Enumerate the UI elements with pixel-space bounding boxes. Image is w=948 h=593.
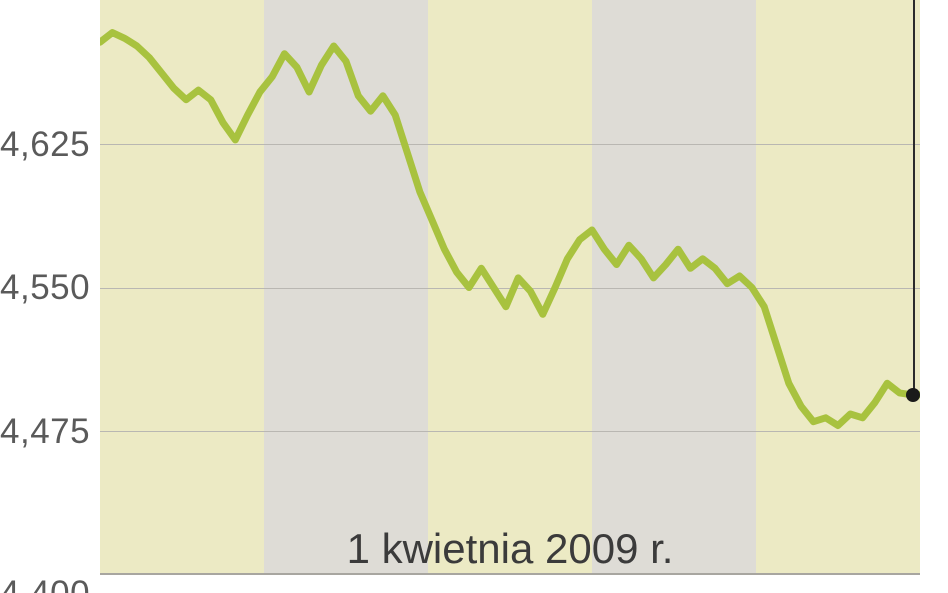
plot-area: 1 kwietnia 2009 r. [100, 0, 920, 575]
y-tick-label: 4,550 [0, 268, 95, 308]
data-series [100, 0, 920, 575]
marker-dot-icon [906, 388, 920, 402]
x-axis-label: 1 kwietnia 2009 r. [347, 525, 674, 573]
y-axis-labels: 4,625 4,550 4,475 4,400 [0, 0, 100, 593]
marker-vertical-line [913, 0, 915, 395]
y-tick-label: 4,475 [0, 412, 95, 452]
y-tick-label: 4,625 [0, 125, 95, 165]
line-chart: 4,625 4,550 4,475 4,400 1 kwietnia 2009 … [0, 0, 948, 593]
x-baseline [100, 573, 920, 575]
y-tick-label-partial: 4,400 [0, 574, 95, 593]
